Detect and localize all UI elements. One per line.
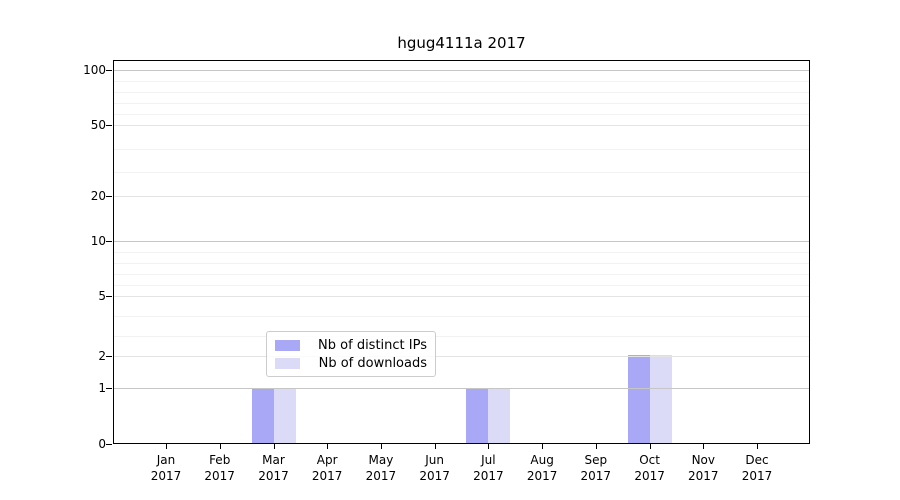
minor-gridline bbox=[113, 92, 810, 93]
y-tick bbox=[106, 443, 112, 445]
y-tick-label: 100 bbox=[83, 63, 106, 77]
x-tick bbox=[703, 444, 705, 449]
minor-gridline bbox=[113, 251, 810, 253]
x-tick-label: Jan 2017 bbox=[150, 453, 182, 483]
x-tick-label: Feb 2017 bbox=[204, 453, 235, 483]
legend-row: Nb of distinct IPs bbox=[275, 338, 427, 352]
chart-title: hgug4111a 2017 bbox=[397, 34, 526, 52]
major-gridline bbox=[113, 295, 810, 297]
y-tick-label: 0 bbox=[98, 436, 106, 451]
x-tick bbox=[166, 444, 167, 449]
major-gridline bbox=[113, 70, 810, 71]
minor-gridline bbox=[113, 284, 810, 286]
x-tick-label: Aug 2017 bbox=[526, 453, 558, 483]
x-tick-label: Jul 2017 bbox=[473, 453, 504, 483]
legend-row: Nb of downloads bbox=[275, 356, 427, 370]
y-tick-label: 50 bbox=[90, 118, 106, 132]
legend-swatch bbox=[275, 339, 300, 351]
legend-swatch bbox=[275, 357, 300, 369]
x-tick bbox=[434, 444, 436, 449]
major-gridline bbox=[113, 125, 810, 126]
bar-distinct-ips bbox=[251, 387, 274, 443]
major-gridline bbox=[113, 355, 810, 357]
y-tick bbox=[106, 125, 112, 126]
x-tick bbox=[273, 444, 275, 449]
x-tick-label: Nov 2017 bbox=[688, 453, 719, 483]
x-tick bbox=[595, 444, 597, 449]
bar-distinct-ips bbox=[627, 355, 650, 443]
y-tick bbox=[106, 388, 112, 389]
y-tick bbox=[106, 295, 112, 297]
x-tick bbox=[488, 444, 490, 449]
x-tick bbox=[542, 444, 544, 449]
x-tick bbox=[380, 444, 382, 449]
minor-gridline bbox=[113, 114, 810, 115]
minor-gridline bbox=[113, 335, 810, 337]
legend-label: Nb of distinct IPs bbox=[318, 337, 427, 353]
minor-gridline bbox=[113, 148, 810, 150]
y-tick bbox=[106, 195, 112, 197]
major-gridline bbox=[113, 240, 810, 242]
y-tick bbox=[106, 240, 112, 242]
y-tick-label: 1 bbox=[98, 381, 106, 395]
minor-gridline bbox=[113, 103, 810, 104]
x-tick-label: Sep 2017 bbox=[580, 453, 612, 483]
x-tick-label: Apr 2017 bbox=[311, 453, 343, 483]
bar-distinct-ips bbox=[466, 387, 489, 443]
bar-downloads bbox=[649, 355, 672, 443]
x-tick bbox=[219, 444, 221, 449]
bar-downloads bbox=[273, 387, 296, 443]
x-tick-label: Mar 2017 bbox=[258, 453, 289, 483]
major-gridline bbox=[113, 195, 810, 197]
x-tick-label: May 2017 bbox=[365, 453, 397, 483]
minor-gridline bbox=[113, 172, 810, 173]
major-gridline bbox=[113, 388, 810, 389]
x-tick bbox=[327, 444, 329, 449]
x-tick bbox=[649, 444, 651, 449]
legend-label: Nb of downloads bbox=[318, 355, 427, 371]
x-tick bbox=[757, 444, 758, 449]
minor-gridline bbox=[113, 262, 810, 264]
y-tick-label: 2 bbox=[98, 348, 106, 363]
y-tick-label: 5 bbox=[98, 288, 106, 303]
legend: Nb of distinct IPs Nb of downloads bbox=[266, 331, 436, 377]
y-tick bbox=[106, 355, 112, 357]
minor-gridline bbox=[113, 81, 810, 82]
minor-gridline bbox=[113, 315, 810, 317]
y-tick bbox=[106, 70, 112, 71]
minor-gridline bbox=[113, 273, 810, 275]
bar-downloads bbox=[488, 387, 511, 443]
x-tick-label: Dec 2017 bbox=[741, 453, 773, 483]
y-tick-label: 10 bbox=[90, 233, 106, 248]
plot-area: Jan 2017 Feb 2017 Mar 2017 Apr 2017 May 2017 Jun 20… bbox=[83, 60, 810, 483]
x-tick-label: Oct 2017 bbox=[634, 453, 665, 483]
x-tick-label: Jun 2017 bbox=[419, 453, 450, 483]
y-tick-label: 20 bbox=[90, 188, 106, 203]
